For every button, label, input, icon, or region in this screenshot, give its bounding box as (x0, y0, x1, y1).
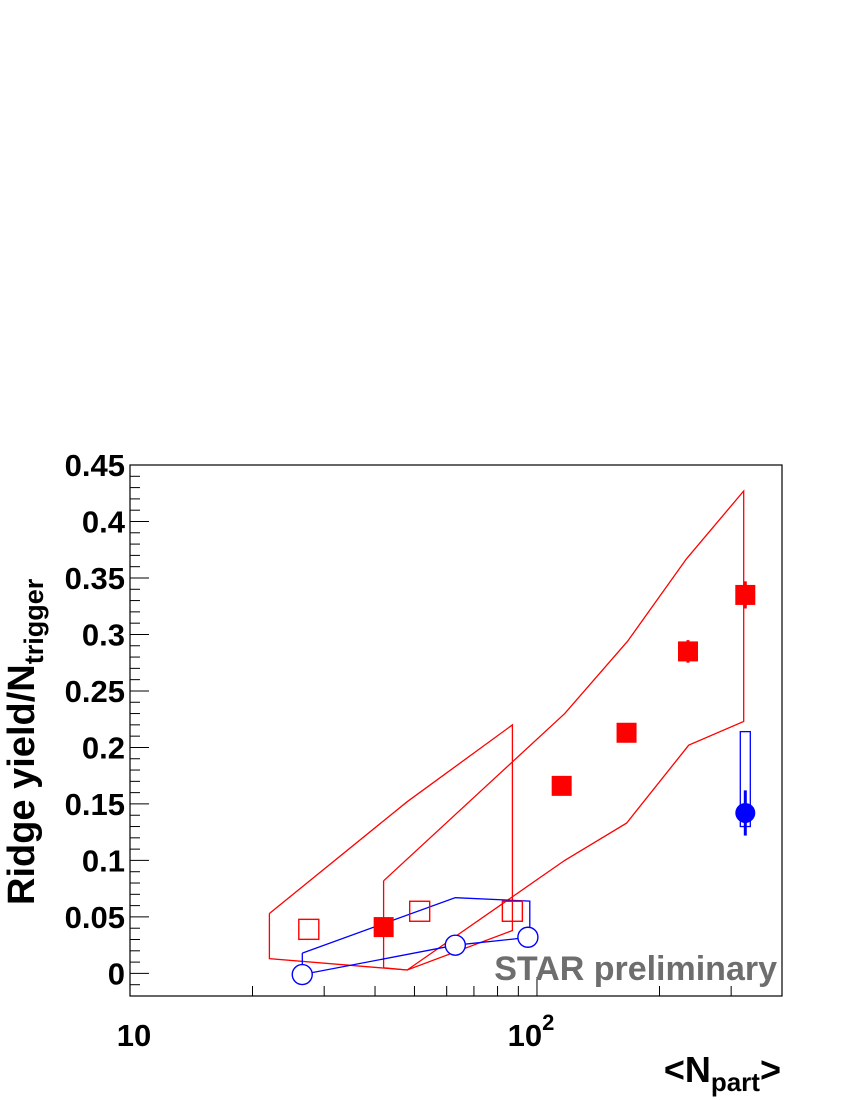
y-tick-label: 0 (108, 956, 125, 991)
data-point-square-open (501, 900, 524, 922)
y-axis: 0 0.05 0.1 0.15 0.2 0.25 0.3 0.35 0.4 0.45 (65, 448, 149, 997)
y-tick-label: 0.25 (65, 674, 125, 709)
x-axis-title-main: <N (664, 1049, 711, 1090)
data-points (291, 581, 756, 986)
systematic-bands (268, 489, 751, 976)
data-point-circle-open (444, 934, 467, 956)
plot-frame (129, 464, 783, 997)
y-axis-title-sub: trigger (19, 578, 49, 664)
star-preliminary-annotation: STAR preliminary (494, 950, 777, 988)
data-point-square-open (408, 900, 431, 922)
y-tick-label: 0.2 (82, 730, 125, 765)
y-axis-title-main: Ridge yield/N (1, 664, 43, 905)
plot-border (129, 464, 783, 997)
data-point-circle-filled (735, 802, 756, 823)
data-point-circle-open (517, 926, 539, 948)
y-tick-label: 0.4 (82, 504, 126, 539)
y-axis-title: Ridge yield/Ntrigger (1, 578, 49, 905)
y-tick-label: 0.35 (65, 561, 125, 596)
x-tick-label: 102 (508, 1010, 555, 1053)
data-point-square-filled (677, 641, 698, 662)
systematic-band-series-1 (268, 723, 514, 971)
data-point-square-filled (551, 775, 572, 796)
data-point-circle-open (291, 963, 313, 986)
data-point-square-filled (735, 584, 756, 605)
x-axis-title-end: > (760, 1049, 781, 1090)
data-point-square-filled (373, 917, 394, 938)
x-tick-label: 10 (117, 1018, 151, 1053)
x-tick-label-base: 10 (117, 1018, 151, 1053)
data-point-square-open (298, 918, 320, 941)
data-point-square-filled (616, 722, 637, 743)
y-tick-label: 0.3 (82, 617, 125, 652)
x-axis: 10 102 (117, 977, 783, 1053)
x-axis-title: <Npart> (664, 1049, 781, 1097)
x-tick-label-exponent: 2 (542, 1010, 554, 1035)
y-tick-label: 0.1 (82, 843, 125, 878)
systematic-band-series-0 (382, 489, 745, 971)
y-tick-label: 0.45 (65, 448, 125, 483)
y-tick-label: 0.15 (65, 787, 125, 822)
y-tick-label: 0.05 (65, 900, 125, 935)
x-tick-label-base: 10 (508, 1018, 542, 1053)
x-axis-title-sub: part (711, 1067, 760, 1097)
